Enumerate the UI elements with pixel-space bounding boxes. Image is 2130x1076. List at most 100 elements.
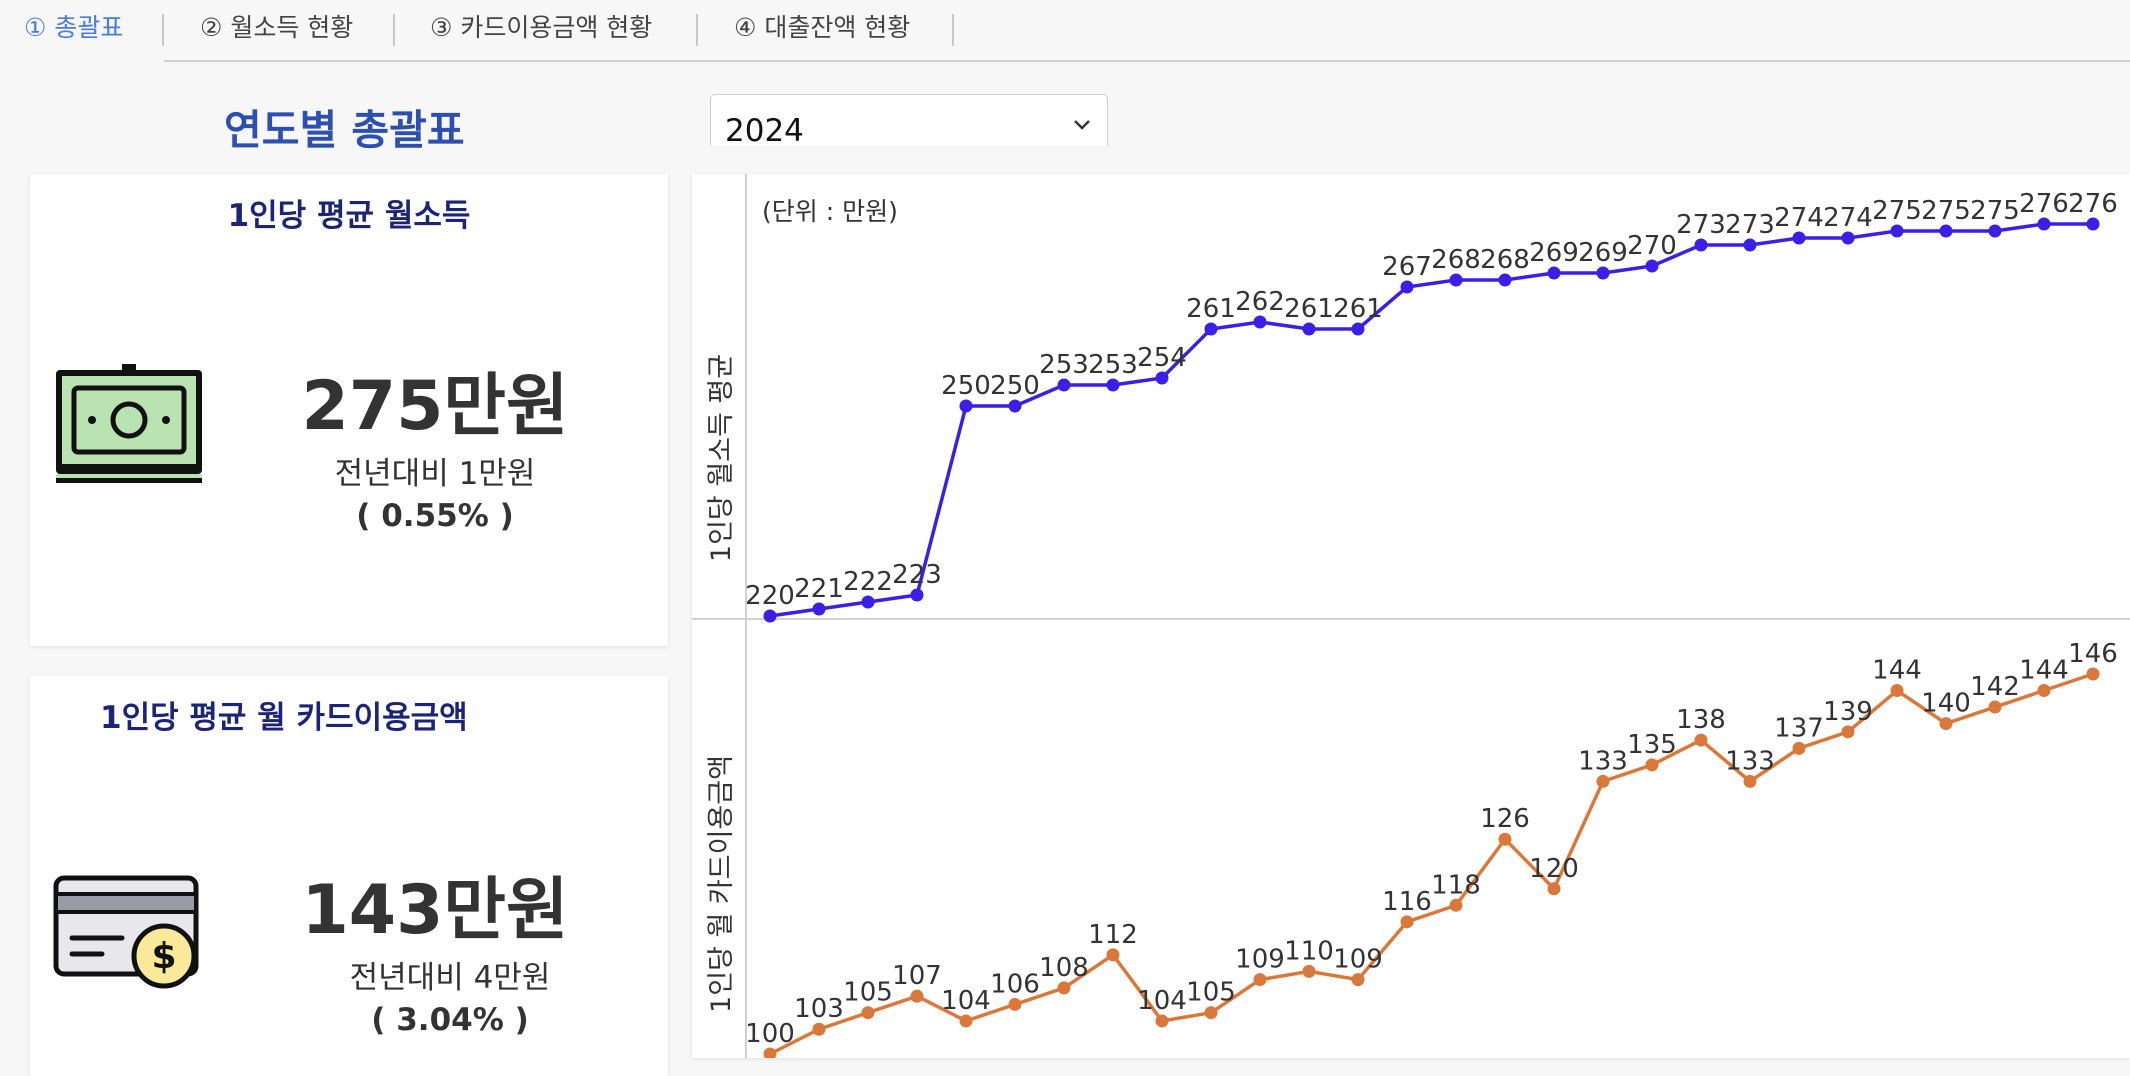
card-point[interactable] <box>1939 717 1953 731</box>
card-data-label: 104 <box>1137 986 1187 1016</box>
card-point[interactable] <box>1057 981 1071 995</box>
income-point[interactable] <box>861 595 875 609</box>
card-point[interactable] <box>1596 774 1610 788</box>
card-point[interactable] <box>1302 964 1316 978</box>
card-data-label: 108 <box>1039 953 1089 983</box>
income-data-label: 276 <box>2019 189 2069 219</box>
svg-text:$: $ <box>151 936 176 977</box>
income-data-label: 261 <box>1333 294 1383 324</box>
card-data-label: 137 <box>1774 713 1824 743</box>
card-point[interactable] <box>1106 948 1120 962</box>
income-point[interactable] <box>2086 217 2100 231</box>
card-point[interactable] <box>1890 684 1904 698</box>
card-point[interactable] <box>1743 774 1757 788</box>
card-point[interactable] <box>2037 684 2051 698</box>
income-point[interactable] <box>1449 273 1463 287</box>
card-point[interactable] <box>1645 758 1659 772</box>
card-point[interactable] <box>1008 997 1022 1011</box>
income-point[interactable] <box>1204 322 1218 336</box>
card-data-label: 118 <box>1431 870 1481 900</box>
tab-card-usage[interactable]: ③ 카드이용금액 현황 <box>430 13 653 42</box>
income-data-label: 273 <box>1676 210 1726 240</box>
chevron-down-icon <box>1074 120 1090 130</box>
income-data-label: 276 <box>2068 189 2118 219</box>
card-title: 1인당 평균 월소득 <box>227 198 471 234</box>
card-point[interactable] <box>2086 667 2100 681</box>
card-data-label: 105 <box>843 978 893 1008</box>
income-value: 275만원 <box>301 367 569 446</box>
card-data-label: 144 <box>2019 656 2069 686</box>
income-data-label: 269 <box>1529 238 1579 268</box>
card-usage-value: 143만원 <box>301 871 569 950</box>
card-point[interactable] <box>1351 973 1365 987</box>
income-point[interactable] <box>1841 231 1855 245</box>
card-data-label: 110 <box>1284 936 1334 966</box>
income-data-label: 221 <box>794 574 844 604</box>
tab-loan-balance[interactable]: ④ 대출잔액 현황 <box>734 13 911 42</box>
card-point[interactable] <box>812 1022 826 1036</box>
card-point[interactable] <box>1498 832 1512 846</box>
income-point[interactable] <box>1057 378 1071 392</box>
income-point[interactable] <box>1743 238 1757 252</box>
tab-underline <box>164 60 2130 62</box>
income-point[interactable] <box>1988 224 2002 238</box>
card-point[interactable] <box>1694 733 1708 747</box>
income-point[interactable] <box>1351 322 1365 336</box>
income-line <box>769 222 2093 618</box>
card-data-label: 144 <box>1872 656 1922 686</box>
income-data-label: 253 <box>1039 350 1089 380</box>
income-point[interactable] <box>812 602 826 616</box>
income-data-label: 253 <box>1088 350 1138 380</box>
card-point[interactable] <box>1253 973 1267 987</box>
income-point[interactable] <box>1106 378 1120 392</box>
card-point[interactable] <box>1841 725 1855 739</box>
income-data-label: 269 <box>1578 238 1628 268</box>
card-point[interactable] <box>1155 1014 1169 1028</box>
income-point[interactable] <box>1694 238 1708 252</box>
card-data-label: 106 <box>990 969 1040 999</box>
income-point[interactable] <box>1302 322 1316 336</box>
card-data-label: 139 <box>1823 697 1873 727</box>
income-point[interactable] <box>910 588 924 602</box>
card-data-label: 133 <box>1578 746 1628 776</box>
card-usage-change-pct: ( 3.04% ) <box>371 1002 529 1038</box>
card-data-label: 105 <box>1186 978 1236 1008</box>
income-point[interactable] <box>1253 315 1267 329</box>
income-point[interactable] <box>1547 266 1561 280</box>
income-point[interactable] <box>1400 280 1414 294</box>
card-point[interactable] <box>959 1014 973 1028</box>
year-select-value: 2024 <box>725 113 804 149</box>
income-point[interactable] <box>1008 399 1022 413</box>
card-point[interactable] <box>1547 882 1561 896</box>
income-point[interactable] <box>1645 259 1659 273</box>
income-point[interactable] <box>1498 273 1512 287</box>
income-point[interactable] <box>2037 217 2051 231</box>
card-point[interactable] <box>1204 1006 1218 1020</box>
card-point[interactable] <box>1449 898 1463 912</box>
card-usage-kpi-card: 1인당 평균 월 카드이용금액 $ 143만원 전년대비 4만원 ( 3.04%… <box>30 676 668 1076</box>
card-point[interactable] <box>910 989 924 1003</box>
tab-divider <box>162 14 164 46</box>
card-point[interactable] <box>861 1006 875 1020</box>
income-point[interactable] <box>1792 231 1806 245</box>
income-data-label: 275 <box>1872 196 1922 226</box>
card-point[interactable] <box>1988 700 2002 714</box>
income-point[interactable] <box>959 399 973 413</box>
year-select[interactable]: 2024 <box>710 94 1108 149</box>
card-data-label: 107 <box>892 961 942 991</box>
card-point[interactable] <box>1400 915 1414 929</box>
card-line <box>769 672 2094 1056</box>
income-point[interactable] <box>1155 371 1169 385</box>
income-data-label: 274 <box>1774 203 1824 233</box>
tab-monthly-income[interactable]: ② 월소득 현황 <box>200 13 354 42</box>
income-axis-label: 1인당 월소득 평균 <box>706 354 737 562</box>
card-point[interactable] <box>763 1047 777 1059</box>
income-point[interactable] <box>1596 266 1610 280</box>
card-data-label: 104 <box>941 986 991 1016</box>
income-point[interactable] <box>1939 224 1953 238</box>
income-point[interactable] <box>1890 224 1904 238</box>
income-point[interactable] <box>763 609 777 623</box>
card-point[interactable] <box>1792 741 1806 755</box>
tab-overview[interactable]: ① 총괄표 <box>24 13 124 42</box>
